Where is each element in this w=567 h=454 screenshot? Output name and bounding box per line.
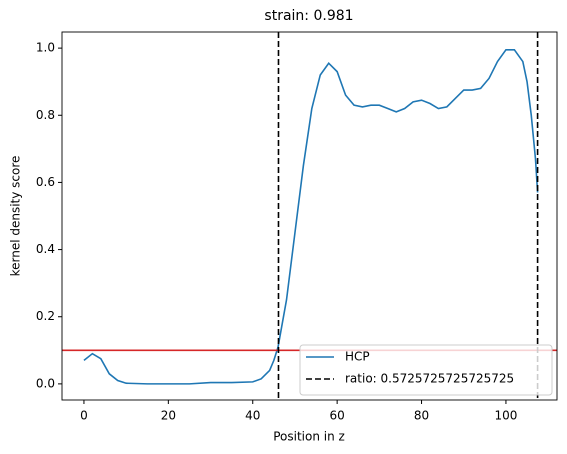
y-tick-label: 1.0 bbox=[36, 41, 55, 55]
y-axis-label: kernel density score bbox=[9, 156, 23, 277]
chart-title: strain: 0.981 bbox=[264, 8, 353, 24]
legend-label: ratio: 0.5725725725725725 bbox=[345, 372, 514, 386]
x-tick-label: 100 bbox=[494, 409, 517, 423]
y-tick-label: 0.0 bbox=[36, 376, 55, 390]
series-line bbox=[83, 48, 539, 385]
x-tick-label: 0 bbox=[80, 409, 88, 423]
legend-label: HCP bbox=[345, 350, 370, 364]
x-tick-label: 60 bbox=[330, 409, 345, 423]
plot-frame bbox=[61, 31, 558, 401]
y-tick-label: 0.4 bbox=[36, 242, 55, 256]
y-tick-label: 0.6 bbox=[36, 175, 55, 189]
x-axis-label: Position in z bbox=[273, 430, 345, 444]
x-tick-label: 40 bbox=[245, 409, 260, 423]
legend-box bbox=[299, 344, 553, 396]
y-tick-label: 0.8 bbox=[36, 108, 55, 122]
x-tick-label: 80 bbox=[414, 409, 429, 423]
x-tick-label: 20 bbox=[161, 409, 176, 423]
y-tick-label: 0.2 bbox=[36, 309, 55, 323]
